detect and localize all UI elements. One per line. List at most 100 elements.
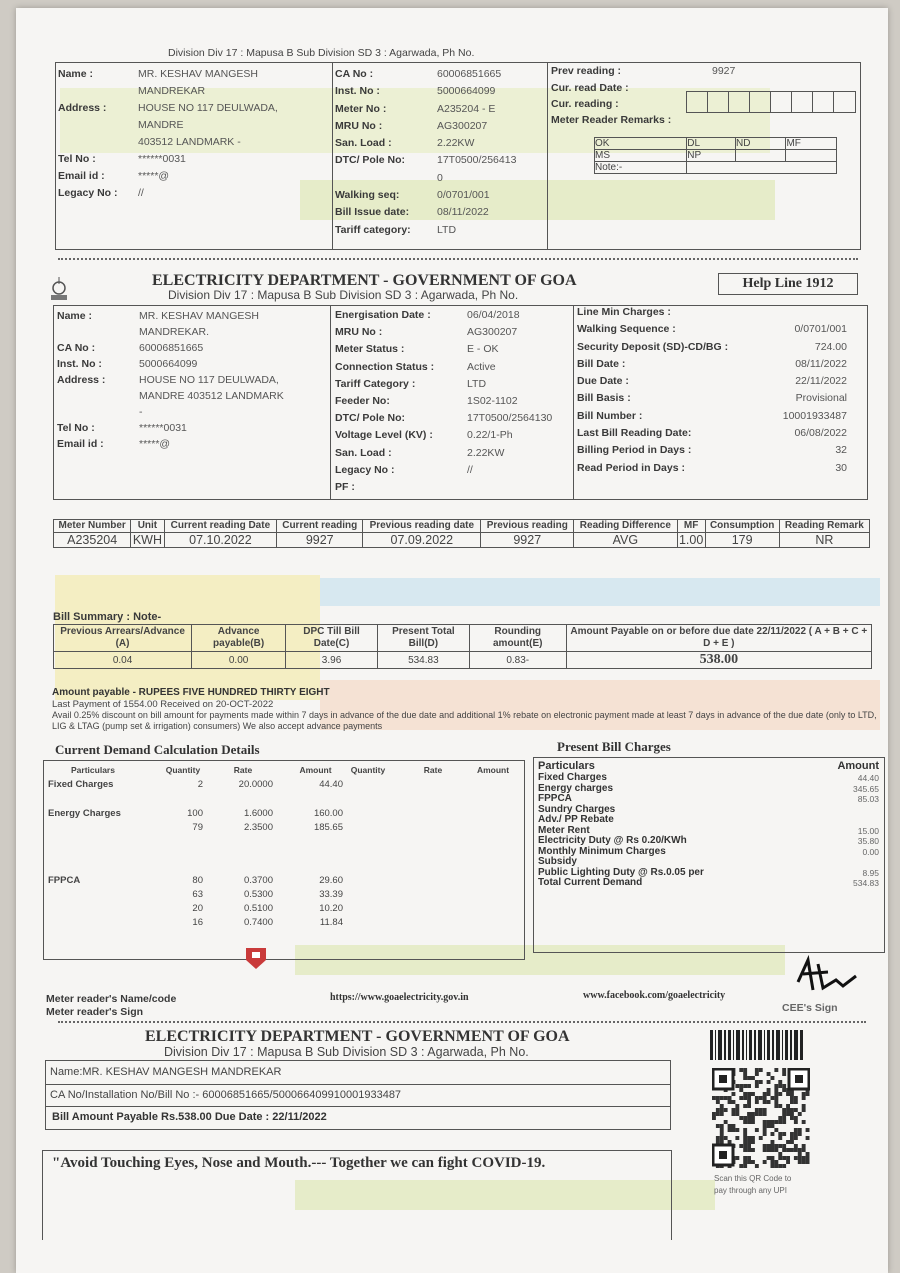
cell: 0.04 [52,651,193,669]
field-label: San. Load : [335,137,392,150]
charge-amount: 35.80 [857,836,879,846]
field-label: Email id : [58,170,105,182]
field-label: Connection Status : [335,360,435,373]
field-value: 22/11/2022 [795,375,847,388]
field-label: Email id : [57,438,104,450]
remark-ms[interactable]: MS [593,149,688,162]
field-value [767,304,865,321]
slip-amount: Bill Amount Payable Rs.538.00 Due Date :… [52,1111,327,1123]
cell: 07.09.2022 [362,532,482,548]
slip-ids: CA No/Installation No/Bill No :- 6000685… [50,1089,402,1101]
field-row: Name : MR. KESHAV MANGESH MANDREKAR [58,66,328,100]
remark-np[interactable]: NP [686,149,736,162]
meter-reader-remarks-label: Meter Reader Remarks : [551,114,672,126]
field-value: 17T0500/256413 0 [437,154,517,184]
column-header: Advance payable(B) [191,624,287,652]
charge-label: Fixed Charges [538,772,607,783]
remark-nd[interactable]: ND [734,137,787,150]
field-label: PF : [335,481,355,494]
field-row: Bill Basis : Provisional [577,390,865,407]
field-label: Bill Basis : [577,392,631,405]
field-value: 5000664099 [139,358,198,370]
field-label: Inst. No : [335,85,380,98]
cur-reading-boxes[interactable] [686,91,856,113]
field-row: Name : MR. KESHAV MANGESH MANDREKAR. [57,308,327,340]
department-title: ELECTRICITY DEPARTMENT - GOVERNMENT OF G… [145,1028,570,1045]
charge-row: FPPCA 85.03 [538,793,879,805]
field-label: Walking seq: [335,189,400,202]
bill-summary-title: Bill Summary : Note- [53,611,162,623]
website-link[interactable]: https://www.goaelectricity.gov.in [330,992,469,1003]
cell: NR [778,532,871,548]
cell: 185.65 [313,822,343,833]
demand-box [43,760,525,960]
charge-label: Electricity Duty @ Rs 0.20/KWh [538,835,687,846]
meter-reader-name-label: Meter reader's Name/code [46,993,177,1005]
column-header: Current reading [276,519,364,533]
remark-mf[interactable]: MF [785,137,837,150]
field-row: Voltage Level (KV) : 0.22/1-Ph [335,427,571,444]
present-charges-title: Present Bill Charges [557,739,671,754]
amount-in-words: Amount payable - RUPEES FIVE HUNDRED THI… [52,687,330,698]
column-header: Rounding amount(E) [468,624,567,652]
field-label: Bill Date : [577,357,626,370]
cell: 44.40 [319,779,343,790]
field-row: Due Date : 22/11/2022 [577,373,865,390]
cell: 0.83- [468,651,567,669]
field-label: Address : [57,374,106,386]
division-line: Division Div 17 : Mapusa B Sub Division … [164,1045,529,1059]
note-label: Note:- [593,161,688,174]
table-row: 0.04 0.00 3.96 534.83 0.83- 538.00 [52,651,873,669]
field-row: San. Load : 2.22KW [335,135,545,152]
table-row: FPPCA 80 0.3700 29.60 [48,875,518,889]
field-label: Name : [57,310,93,322]
field-label: Read Period in Days : [577,461,685,474]
discount-note: Avail 0.25% discount on bill amount for … [52,710,877,731]
field-value: AG300207 [437,119,488,132]
field-label: Inst. No : [57,358,102,370]
field-value: *****@ [138,170,170,182]
field-value: LTD [467,377,487,390]
field-row: Walking Sequence : 0/0701/001 [577,321,865,338]
slip-name: Name:MR. KESHAV MANGESH MANDREKAR [50,1066,282,1078]
field-row: Email id : *****@ [57,436,327,452]
field-label: Tariff Category : [335,377,416,390]
field-label: Voltage Level (KV) : [335,429,433,442]
field-value: *****@ [139,438,171,450]
upi-qr-code-icon[interactable] [712,1068,810,1168]
field-row: Energisation Date : 06/04/2018 [335,307,571,324]
field-label: DTC/ Pole No: [335,154,405,167]
column-header: Meter Number [52,519,132,533]
facebook-link[interactable]: www.facebook.com/goaelectricity [583,990,726,1001]
field-value: MR. KESHAV MANGESH MANDREKAR [138,68,258,97]
demand-title: Current Demand Calculation Details [55,742,260,757]
amount-payable: 538.00 [565,651,873,669]
field-row: Meter Status : E - OK [335,341,571,358]
charge-label: Adv./ PP Rebate [538,814,614,825]
field-row: MRU No : AG300207 [335,118,545,135]
field-value: 06/08/2022 [794,427,847,440]
field-label: CA No : [335,68,374,80]
cell: 9927 [276,532,364,548]
column-header: MF [676,519,706,533]
cell: 179 [704,532,780,548]
highlight [295,945,785,975]
consumer-details-box [53,305,868,500]
remark-ok[interactable]: OK [593,137,688,150]
present-charges-box [533,757,885,953]
remark-dl[interactable]: DL [686,137,736,150]
field-label: Tel No : [58,153,96,165]
last-payment: Last Payment of 1554.00 Received on 20-O… [52,699,274,710]
field-row: Bill Date : 08/11/2022 [577,356,865,373]
prev-reading-value: 9927 [712,65,736,77]
field-label: Meter No : [335,102,387,115]
cell: 63 [192,889,203,900]
column-header: DPC Till Bill Date(C) [285,624,378,652]
field-row: DTC/ Pole No: 17T0500/256413 0 [335,152,545,187]
cell: 80 [192,875,203,886]
charge-amount: 0.00 [862,846,879,857]
field-label: MRU No : [335,119,383,132]
divider [330,305,331,500]
field-value: 17T0500/2564130 [467,412,553,425]
cell: 0.7400 [243,917,273,928]
